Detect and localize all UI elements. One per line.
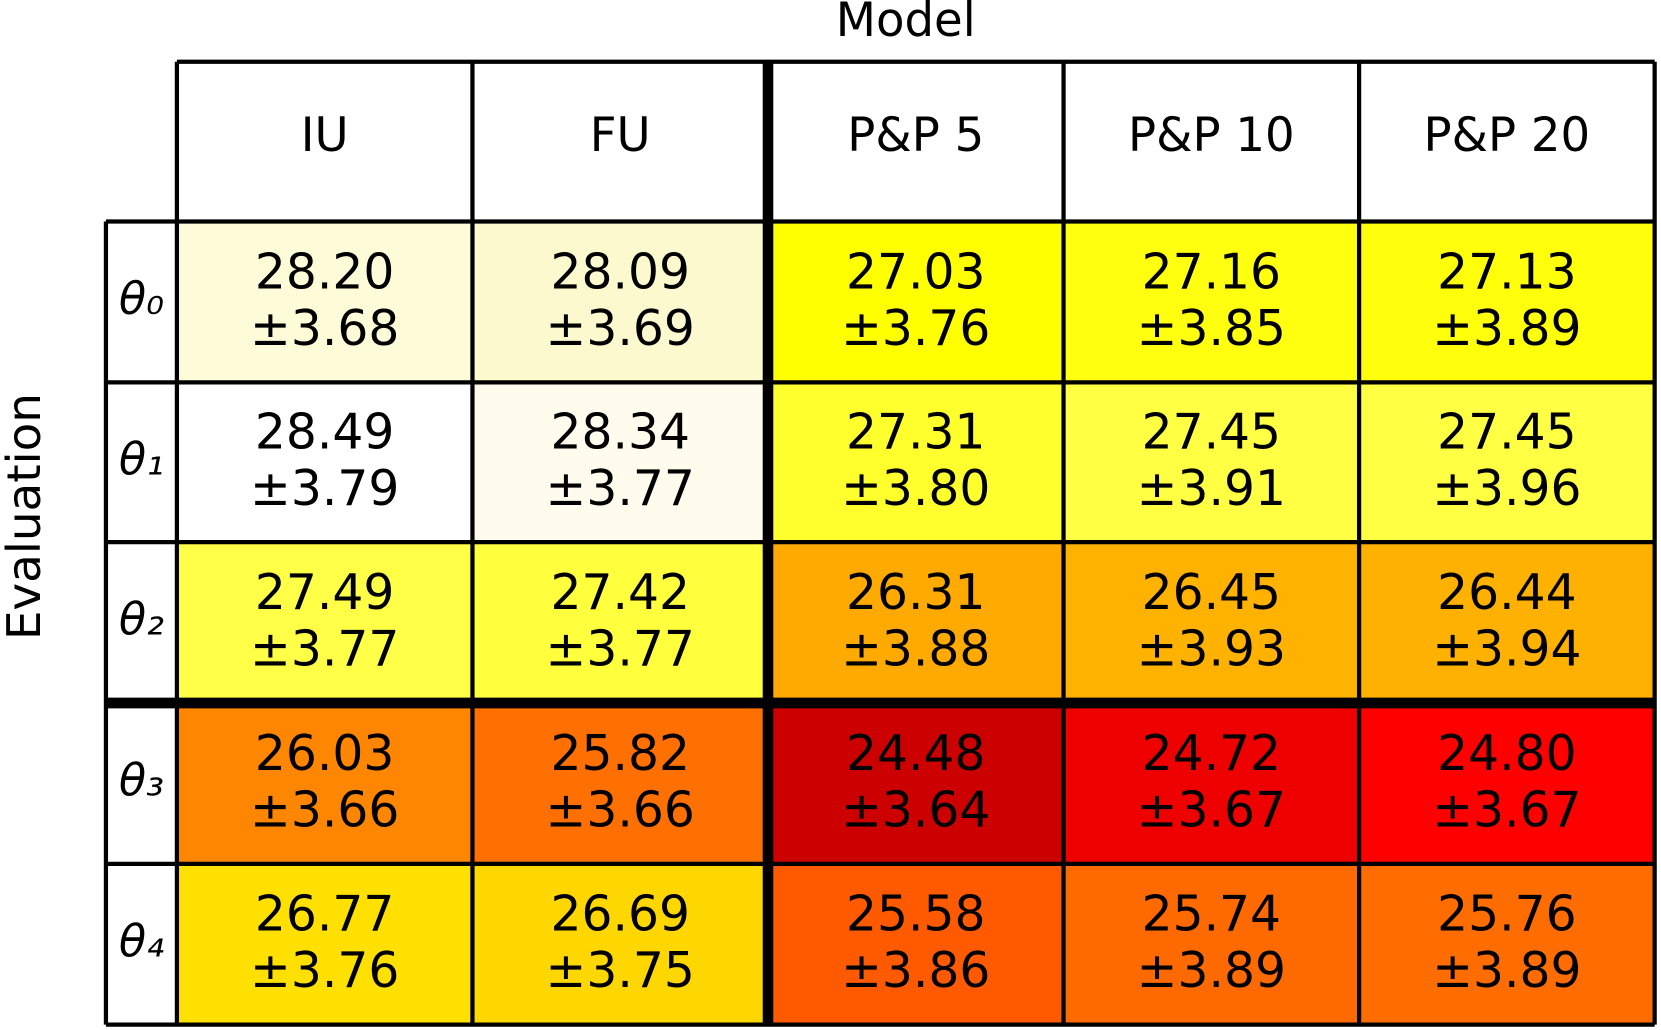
- row-label-background: [105, 382, 177, 543]
- cell: [472, 863, 769, 1025]
- cell-mean: 26.45: [1142, 564, 1281, 621]
- cell-mean: 26.44: [1437, 564, 1576, 621]
- cell-mean: 27.13: [1437, 243, 1576, 300]
- cell: [1063, 702, 1360, 864]
- cell-mean: 25.76: [1437, 886, 1576, 943]
- cell: [472, 221, 769, 383]
- cell: [768, 863, 1064, 1025]
- cell: [768, 542, 1064, 703]
- cell-std: ±3.86: [841, 942, 990, 999]
- cell: [1359, 863, 1655, 1025]
- cell: [768, 221, 1064, 383]
- cell-mean: 25.74: [1142, 886, 1281, 943]
- cell-mean: 27.45: [1437, 404, 1576, 461]
- cell-std: ±3.76: [250, 942, 399, 999]
- cell: [768, 382, 1064, 543]
- cell-std: ±3.67: [1432, 781, 1581, 838]
- cell-mean: 24.48: [846, 725, 985, 782]
- cell: [1359, 702, 1655, 864]
- cell-std: ±3.85: [1137, 300, 1286, 357]
- cell-mean: 26.77: [255, 886, 394, 943]
- header-background: [176, 61, 1655, 222]
- cell-std: ±3.96: [1432, 460, 1581, 517]
- cell-mean: 28.09: [550, 243, 689, 300]
- cell-mean: 25.82: [550, 725, 689, 782]
- cell: [176, 702, 473, 864]
- cell-std: ±3.91: [1137, 460, 1286, 517]
- cell-std: ±3.93: [1137, 620, 1286, 677]
- cell-std: ±3.89: [1432, 300, 1581, 357]
- cell-std: ±3.76: [841, 300, 990, 357]
- cell-std: ±3.94: [1432, 620, 1581, 677]
- cell-mean: 27.49: [255, 564, 394, 621]
- column-header: P&P 20: [1424, 109, 1591, 163]
- cell-std: ±3.69: [546, 300, 695, 357]
- cell: [472, 702, 769, 864]
- row-label: θ₄: [119, 915, 164, 967]
- cell-mean: 24.80: [1437, 725, 1576, 782]
- cell: [176, 542, 473, 703]
- column-header: FU: [590, 109, 651, 163]
- cell-mean: 28.49: [255, 404, 394, 461]
- cell-std: ±3.89: [1137, 942, 1286, 999]
- cell-std: ±3.79: [250, 460, 399, 517]
- row-label-background: [105, 863, 177, 1025]
- cell-mean: 26.69: [550, 886, 689, 943]
- row-label: θ₁: [119, 433, 164, 485]
- cell-std: ±3.75: [546, 942, 695, 999]
- cell: [1359, 382, 1655, 543]
- cell: [768, 702, 1064, 864]
- cell-std: ±3.80: [841, 460, 990, 517]
- cell: [176, 382, 473, 543]
- cell-mean: 27.42: [550, 564, 689, 621]
- row-label: θ₃: [119, 754, 164, 806]
- cell: [1063, 863, 1360, 1025]
- cell-mean: 25.58: [846, 886, 985, 943]
- cell-std: ±3.66: [250, 781, 399, 838]
- column-header: P&P 5: [847, 109, 984, 163]
- cell-mean: 26.03: [255, 725, 394, 782]
- cell-std: ±3.77: [546, 460, 695, 517]
- cell-mean: 27.16: [1142, 243, 1281, 300]
- cell-std: ±3.77: [546, 620, 695, 677]
- row-label-background: [105, 542, 177, 703]
- column-header: P&P 10: [1128, 109, 1295, 163]
- row-label-background: [105, 702, 177, 864]
- cell-std: ±3.68: [250, 300, 399, 357]
- cell-std: ±3.66: [546, 781, 695, 838]
- cell: [472, 542, 769, 703]
- cell-mean: 24.72: [1142, 725, 1281, 782]
- cell-std: ±3.88: [841, 620, 990, 677]
- cell-mean: 28.34: [550, 404, 689, 461]
- title: Model: [836, 0, 976, 48]
- row-axis-label: Evaluation: [0, 393, 52, 640]
- column-header: IU: [301, 109, 349, 163]
- cell: [1063, 221, 1360, 383]
- cell: [176, 221, 473, 383]
- cell-mean: 27.45: [1142, 404, 1281, 461]
- cell: [1359, 221, 1655, 383]
- cell-mean: 27.31: [846, 404, 985, 461]
- cell-mean: 27.03: [846, 243, 985, 300]
- cell: [1359, 542, 1655, 703]
- cell-mean: 26.31: [846, 564, 985, 621]
- cell: [1063, 382, 1360, 543]
- cell-std: ±3.89: [1432, 942, 1581, 999]
- cell: [472, 382, 769, 543]
- row-label: θ₂: [119, 594, 164, 646]
- cell-std: ±3.64: [841, 781, 990, 838]
- cell-std: ±3.77: [250, 620, 399, 677]
- cell-mean: 28.20: [255, 243, 394, 300]
- row-label-background: [105, 221, 177, 383]
- grid: [103, 59, 1657, 1027]
- cell: [176, 863, 473, 1025]
- row-label: θ₀: [119, 273, 164, 325]
- cell: [1063, 542, 1360, 703]
- cell-std: ±3.67: [1137, 781, 1286, 838]
